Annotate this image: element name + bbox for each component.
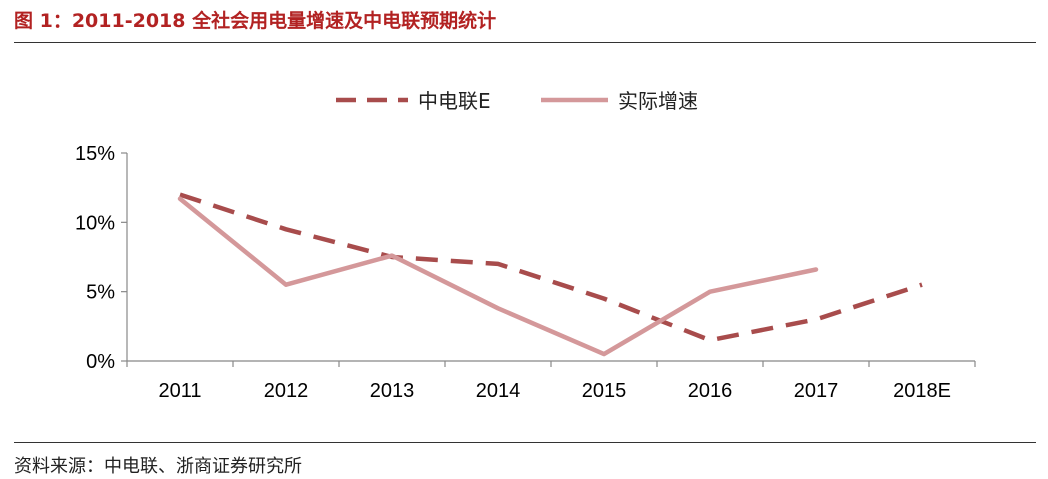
y-tick-label: 15% [75,143,115,165]
chart-axes: 0% 5% 10% 15% 2011 2012 2013 2014 2015 2016 2017 20… [75,143,976,402]
x-tick-label: 2018E [893,380,951,402]
series-line-actual [177,196,819,357]
top-divider [14,42,1036,43]
chart-series [177,192,923,357]
x-tick-label: 2014 [476,380,521,402]
legend-label: 中电联E [418,89,491,113]
x-tick-label: 2012 [264,380,309,402]
chart-legend: 中电联E 实际增速 [336,89,698,113]
y-tick-label: 0% [86,351,115,373]
x-tick-label: 2011 [158,380,201,402]
legend-label: 实际增速 [618,89,698,113]
source-note: 资料来源：中电联、浙商证券研究所 [14,456,302,477]
x-tick-label: 2017 [794,380,839,402]
y-tick-label: 5% [86,282,115,304]
bottom-divider [14,442,1036,443]
x-tick-label: 2016 [688,380,733,402]
figure-title: 图 1：2011-2018 全社会用电量增速及中电联预期统计 [14,10,497,32]
x-tick-label: 2015 [582,380,627,402]
series-line-forecast [179,192,923,343]
x-tick-label: 2013 [370,380,415,402]
y-tick-label: 10% [75,212,115,234]
